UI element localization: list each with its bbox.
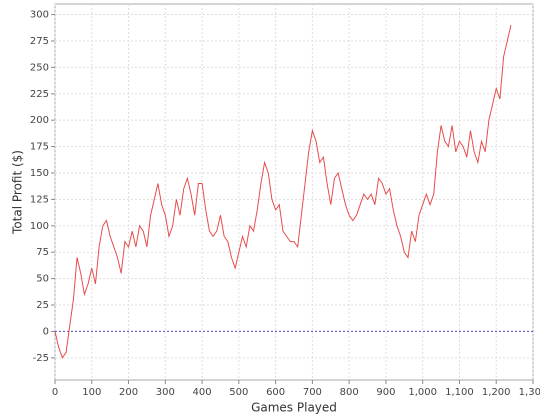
x-tick-label: 1,100: [445, 387, 474, 398]
y-tick-label: 125: [30, 194, 49, 205]
y-tick-label: 100: [30, 221, 49, 232]
x-tick-label: 400: [193, 387, 212, 398]
y-tick-label: 75: [36, 247, 49, 258]
y-tick-label: 250: [30, 62, 49, 73]
y-tick-label: 175: [30, 142, 49, 153]
y-tick-label: 300: [30, 10, 49, 21]
y-tick-label: 25: [36, 300, 49, 311]
x-tick-label: 1,300: [519, 387, 540, 398]
y-tick-label: 225: [30, 89, 49, 100]
y-tick-label: 150: [30, 168, 49, 179]
x-tick-label: 1,000: [408, 387, 437, 398]
x-tick-label: 600: [266, 387, 285, 398]
x-tick-label: 300: [156, 387, 175, 398]
y-tick-label: 200: [30, 115, 49, 126]
data-line: [54, 25, 512, 359]
y-tick-label: 275: [30, 36, 49, 47]
plot-area: [54, 3, 534, 381]
y-tick-label: 50: [36, 274, 49, 285]
y-tick-label: -25: [33, 353, 49, 364]
x-tick-label: 100: [82, 387, 101, 398]
x-tick-label: 800: [340, 387, 359, 398]
x-tick-label: 200: [119, 387, 138, 398]
y-tick-label: 0: [43, 326, 49, 337]
x-tick-label: 1,200: [482, 387, 511, 398]
x-tick-label: 500: [229, 387, 248, 398]
y-axis-title: Total Profit ($): [11, 150, 25, 235]
x-tick-label: 0: [52, 387, 58, 398]
x-axis-title: Games Played: [251, 401, 337, 415]
x-tick-label: 900: [376, 387, 395, 398]
x-tick-label: 700: [303, 387, 322, 398]
